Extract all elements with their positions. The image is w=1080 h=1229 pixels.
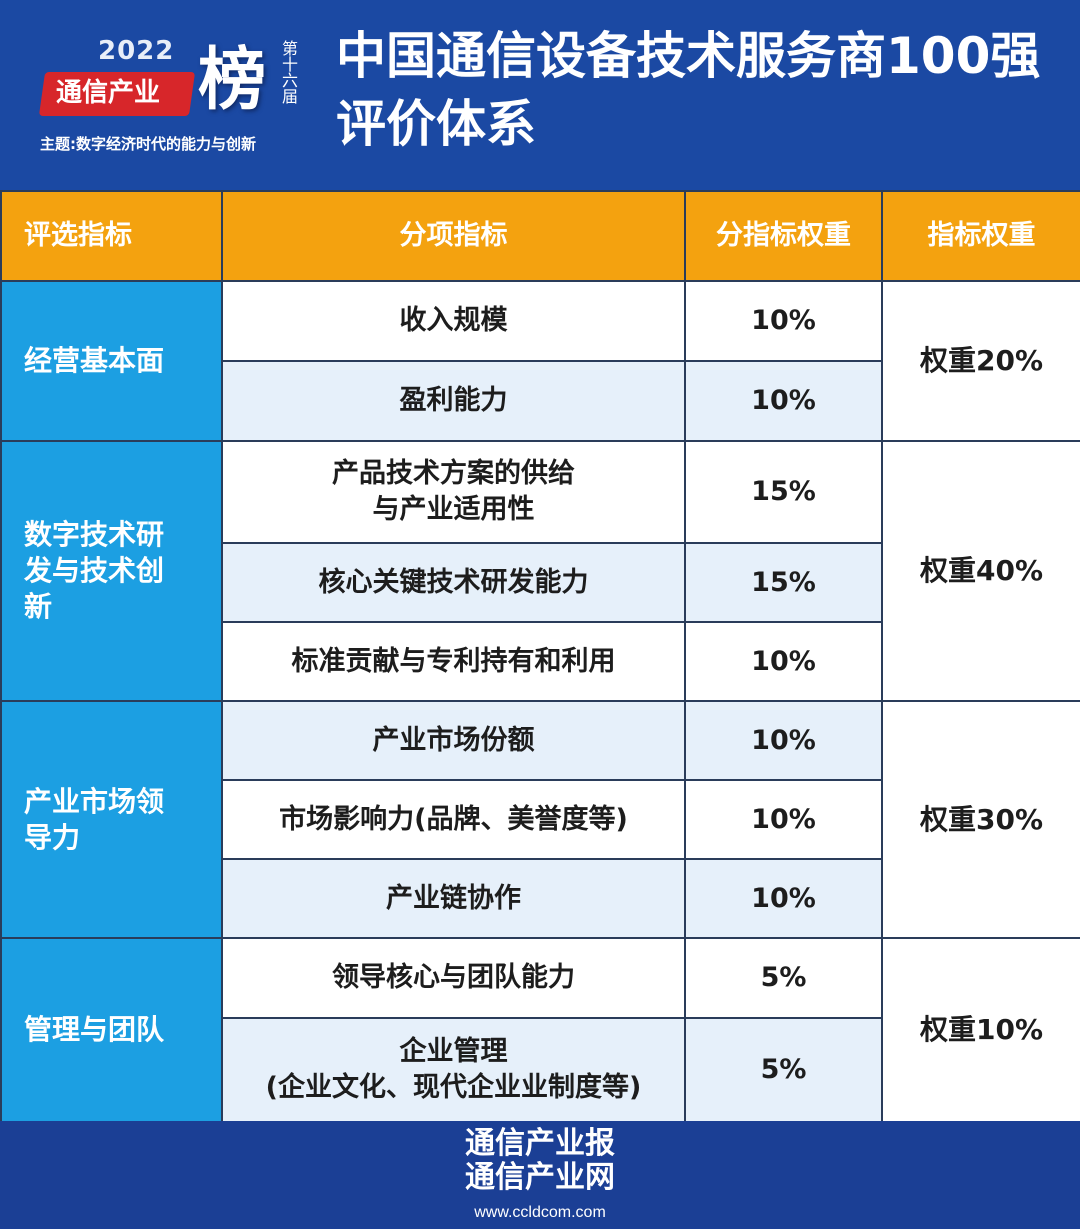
sub-indicator-cell: 盈利能力	[221, 360, 686, 442]
sub-weight-cell: 10%	[684, 621, 883, 702]
sub-weight-cell: 10%	[684, 858, 883, 939]
evaluation-table: 评选指标 分项指标 分指标权重 指标权重 经营基本面 收入规模 10% 权重20% 盈利…	[0, 190, 1080, 1123]
sub-indicator-cell: 企业管理 (企业文化、现代企业业制度等)	[221, 1017, 686, 1123]
sub-weight-cell: 10%	[684, 700, 883, 781]
footer: 通信产业报 通信产业网 www.ccldcom.com	[0, 1121, 1080, 1229]
sub-weight-cell: 10%	[684, 360, 883, 442]
sub-indicator-cell: 市场影响力(品牌、美誉度等)	[221, 779, 686, 860]
sub-weight-cell: 15%	[684, 542, 883, 623]
logo-theme: 主题:数字经济时代的能力与创新	[40, 135, 257, 153]
sub-weight-cell: 15%	[684, 440, 883, 544]
table-row: 产业链协作 10%	[1, 858, 1080, 939]
column-header: 指标权重	[881, 190, 1080, 282]
logo-year: 2022	[98, 36, 175, 66]
title-line-2: 评价体系	[336, 95, 536, 153]
indicator-weight-cell: 权重30%	[881, 700, 1080, 939]
logo-edition: 第十六届	[279, 40, 298, 104]
sub-indicator-cell: 领导核心与团队能力	[221, 937, 686, 1019]
category-cell: 产业市场领导力	[0, 700, 223, 939]
footer-line-1: 通信产业报	[465, 1126, 615, 1161]
table-row: 市场影响力(品牌、美誉度等) 10%	[1, 779, 1080, 860]
sub-indicator-cell: 标准贡献与专利持有和利用	[221, 621, 686, 702]
sub-indicator-cell: 产品技术方案的供给 与产业适用性	[221, 440, 686, 544]
sub-indicator-cell: 产业链协作	[221, 858, 686, 939]
category-cell: 管理与团队	[0, 937, 223, 1123]
title-line-1: 中国通信设备技术服务商100强	[336, 27, 1041, 85]
sub-weight-cell: 5%	[684, 937, 883, 1019]
sub-weight-cell: 5%	[684, 1017, 883, 1123]
sub-indicator-cell: 核心关键技术研发能力	[221, 542, 686, 623]
indicator-weight-cell: 权重10%	[881, 937, 1080, 1123]
table-header-row: 评选指标 分项指标 分指标权重 指标权重	[0, 190, 1080, 282]
table-row: 核心关键技术研发能力 15%	[1, 542, 1080, 623]
logo-brand: 通信产业	[56, 78, 161, 108]
event-logo: 2022 通信产业 榜 第十六届 主题:数字经济时代的能力与创新	[30, 30, 320, 165]
sub-weight-cell: 10%	[684, 779, 883, 860]
category-cell: 经营基本面	[0, 280, 223, 442]
table-row: 经营基本面 收入规模 10% 权重20%	[0, 280, 1080, 442]
footer-url: www.ccldcom.com	[474, 1204, 606, 1221]
table-row: 盈利能力 10%	[1, 360, 1080, 442]
page-title: 中国通信设备技术服务商100强 评价体系	[336, 22, 1040, 158]
table-row: 产业市场领导力 产业市场份额 10% 权重30%	[0, 700, 1080, 939]
indicator-weight-cell: 权重20%	[881, 280, 1080, 442]
banner: 2022 通信产业 榜 第十六届 主题:数字经济时代的能力与创新 中国通信设备技…	[0, 0, 1080, 190]
logo-bang: 榜	[198, 40, 267, 120]
footer-line-2: 通信产业网	[465, 1160, 615, 1195]
indicator-weight-cell: 权重40%	[881, 440, 1080, 702]
column-header: 分项指标	[221, 190, 686, 282]
sub-indicator-cell: 产业市场份额	[221, 700, 686, 781]
category-cell: 数字技术研发与技术创新	[0, 440, 223, 702]
column-header: 评选指标	[0, 190, 223, 282]
column-header: 分指标权重	[684, 190, 883, 282]
table-row: 管理与团队 领导核心与团队能力 5% 权重10%	[0, 937, 1080, 1123]
table-row: 数字技术研发与技术创新 产品技术方案的供给 与产业适用性 15% 权重40%	[0, 440, 1080, 702]
sub-weight-cell: 10%	[684, 280, 883, 362]
sub-indicator-cell: 收入规模	[221, 280, 686, 362]
table-row: 标准贡献与专利持有和利用 10%	[1, 621, 1080, 702]
table-row: 企业管理 (企业文化、现代企业业制度等) 5%	[1, 1017, 1080, 1123]
footer-brand: 通信产业报 通信产业网	[0, 1127, 1080, 1195]
